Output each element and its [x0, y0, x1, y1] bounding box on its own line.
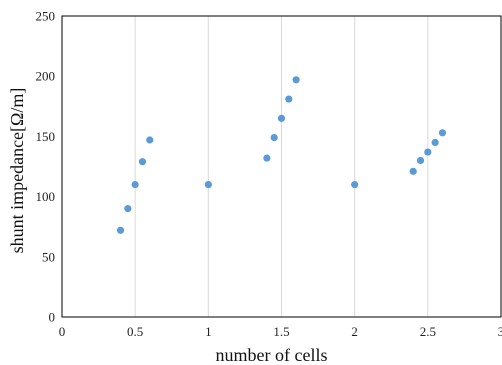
y-axis-tick-labels: 0 50 100 150 200 250: [36, 9, 56, 325]
data-point: [431, 138, 439, 147]
data-point: [146, 136, 154, 144]
data-point: [131, 180, 139, 189]
data-point: [438, 129, 447, 137]
data-point: [204, 180, 212, 189]
data-points: [116, 76, 447, 234]
data-point: [409, 167, 417, 175]
data-point: [263, 154, 271, 162]
y-tick-label: 50: [42, 249, 55, 264]
x-tick-label: 2: [351, 324, 358, 339]
x-tick-label: 0.5: [127, 324, 143, 339]
y-tick-label: 150: [36, 129, 56, 144]
data-point: [285, 95, 293, 103]
data-point: [277, 114, 286, 122]
plot-area-frame: [61, 15, 502, 318]
x-tick-label: 0: [59, 324, 66, 339]
gridlines: [134, 16, 429, 317]
data-point: [416, 156, 425, 165]
x-tick-label: 1.5: [273, 324, 289, 339]
y-tick-label: 0: [49, 310, 56, 325]
y-tick-label: 100: [36, 189, 56, 204]
x-tick-label: 2.5: [420, 324, 436, 339]
data-point: [116, 226, 125, 234]
data-point: [124, 205, 132, 213]
data-point: [270, 134, 278, 142]
x-axis-title: number of cells: [216, 345, 328, 365]
x-tick-label: 3: [498, 324, 502, 339]
data-point: [424, 148, 432, 156]
y-tick-label: 250: [36, 9, 56, 24]
data-point: [292, 76, 300, 84]
data-point: [351, 180, 359, 189]
x-axis-tick-labels: 0 0.5 1 1.5 2 2.5 3: [59, 324, 502, 339]
x-tick-label: 1: [205, 324, 212, 339]
data-point: [138, 158, 147, 166]
y-tick-label: 200: [36, 69, 56, 84]
y-axis-title: shunt impedance[Ω/m]: [7, 88, 27, 254]
